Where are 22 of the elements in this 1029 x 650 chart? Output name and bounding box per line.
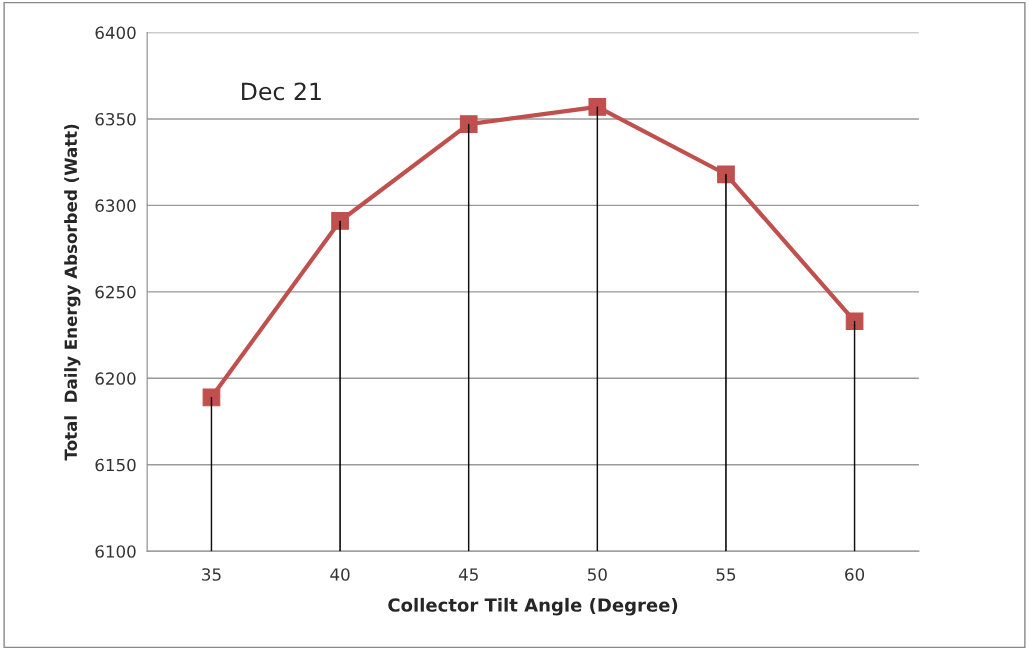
point <box>717 165 735 184</box>
x-tick-label: 45 <box>458 568 478 581</box>
x-tick-label: 50 <box>588 568 607 581</box>
y-tick-label: 6200 <box>95 372 136 385</box>
y-tick-label: 6100 <box>95 545 136 558</box>
point <box>331 212 349 230</box>
y-tick-label: 6300 <box>95 199 136 212</box>
y-tick-label: 6150 <box>95 458 136 472</box>
point <box>202 388 221 407</box>
y-tick-label: 6350 <box>95 112 136 126</box>
point <box>588 97 607 116</box>
y-axis-title: Total Daily Energy Absorbed (Watt) <box>64 124 81 461</box>
point <box>845 312 864 331</box>
x-tick-label: 40 <box>330 568 350 581</box>
x-axis-title: Collector Tilt Angle (Degree) <box>388 597 678 616</box>
y-tick-label: 6250 <box>95 285 136 299</box>
point <box>459 115 478 133</box>
annotation: Dec 21 <box>242 82 321 101</box>
x-tick-label: 55 <box>716 568 736 581</box>
x-tick-label: 60 <box>845 568 865 581</box>
x-tick-label: 35 <box>202 568 221 581</box>
y-tick-label: 6400 <box>95 26 136 40</box>
